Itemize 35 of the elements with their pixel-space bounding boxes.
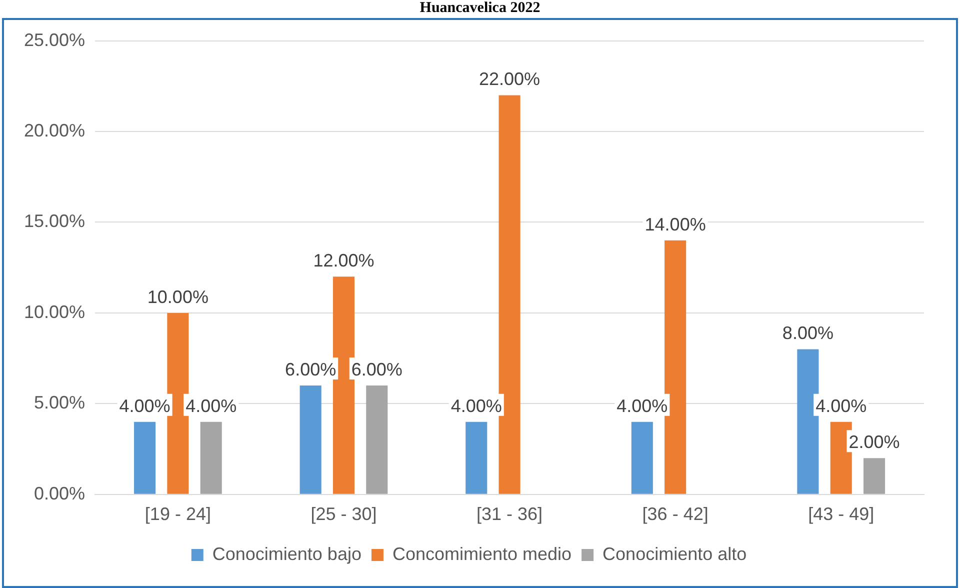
data-label: 8.00%	[782, 323, 834, 344]
data-label: 6.00%	[285, 360, 336, 380]
data-label: 2.00%	[848, 432, 900, 452]
data-label: 4.00%	[450, 396, 502, 416]
bar	[300, 386, 322, 494]
chart-title: Huancavelica 2022	[418, 0, 542, 17]
bar	[200, 422, 222, 494]
data-label: 4.00%	[119, 396, 170, 416]
data-label: 4.00%	[186, 396, 237, 416]
data-label: 4.00%	[816, 396, 867, 416]
x-tick-label: [25 - 30]	[310, 504, 377, 524]
y-tick-label: 20.00%	[24, 120, 86, 140]
legend-label: Concomimiento medio	[392, 544, 572, 564]
data-label: 14.00%	[644, 214, 706, 234]
y-tick-label: 15.00%	[24, 211, 86, 232]
x-tick-label: [36 - 42]	[642, 504, 708, 524]
x-tick-label: [43 - 49]	[808, 504, 874, 524]
y-tick-label: 5.00%	[34, 392, 86, 413]
data-label: 22.00%	[478, 69, 540, 90]
x-tick-label: [19 - 24]	[144, 504, 211, 524]
data-label: 10.00%	[147, 286, 208, 307]
legend-label: Conocimiento alto	[602, 544, 747, 564]
y-tick-label: 0.00%	[34, 483, 86, 504]
legend-label: Conocimiento bajo	[212, 544, 362, 564]
y-tick-label: 10.00%	[24, 302, 86, 322]
bar	[631, 422, 653, 494]
y-tick-label: 25.00%	[24, 30, 86, 50]
bar	[366, 386, 388, 494]
x-tick-label: [31 - 36]	[476, 504, 543, 524]
bar	[466, 422, 488, 494]
bar	[863, 458, 886, 494]
bar	[134, 422, 156, 494]
data-label: 6.00%	[351, 360, 402, 380]
data-label: 4.00%	[616, 396, 668, 416]
data-label: 12.00%	[313, 250, 374, 271]
